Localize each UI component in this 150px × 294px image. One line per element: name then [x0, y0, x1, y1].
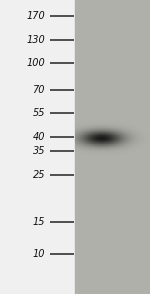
- Text: 170: 170: [26, 11, 45, 21]
- Text: 25: 25: [33, 170, 45, 180]
- Text: 40: 40: [33, 132, 45, 142]
- Text: 10: 10: [33, 249, 45, 259]
- Text: 15: 15: [33, 217, 45, 227]
- Text: 100: 100: [26, 58, 45, 68]
- Text: 35: 35: [33, 146, 45, 156]
- Bar: [0, 0, 75, 294]
- Text: 55: 55: [33, 108, 45, 118]
- Bar: [75, 0, 150, 294]
- Text: 70: 70: [33, 85, 45, 95]
- Text: 130: 130: [26, 35, 45, 45]
